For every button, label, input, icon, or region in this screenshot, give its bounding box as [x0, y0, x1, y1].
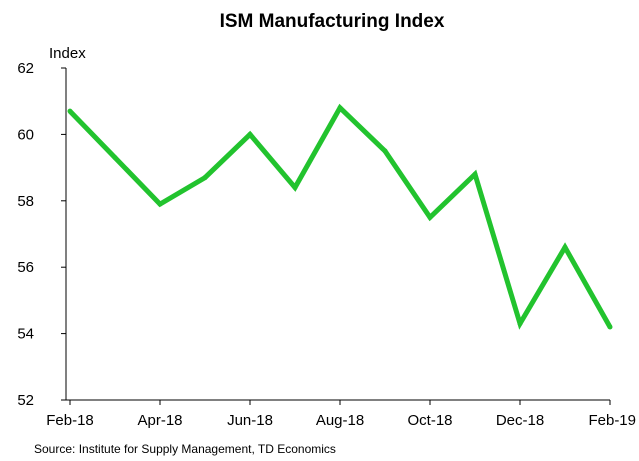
x-tick-label: Aug-18 [316, 412, 364, 429]
y-tick-label: 56 [17, 259, 34, 276]
data-point [607, 324, 613, 330]
data-point [112, 155, 118, 161]
x-axis-ticks: Feb-18 Apr-18 Jun-18 Aug-18 Oct-18 Dec-18 Feb-… [46, 400, 636, 429]
x-tick-label: Oct-18 [407, 412, 452, 429]
chart-title: ISM Manufacturing Index [220, 11, 445, 32]
y-tick-label: 62 [17, 60, 34, 77]
x-tick-label: Feb-19 [588, 412, 636, 429]
data-point [202, 175, 208, 181]
data-point [562, 244, 568, 250]
data-point [292, 185, 298, 191]
y-tick-label: 58 [17, 193, 34, 210]
y-axis-title: Index [49, 45, 86, 62]
x-tick-label: Jun-18 [227, 412, 273, 429]
series-layer [67, 103, 613, 330]
data-point [337, 105, 343, 111]
data-point [517, 321, 523, 327]
data-point [157, 201, 163, 207]
y-tick-label: 60 [17, 126, 34, 143]
x-tick-label: Feb-18 [46, 412, 94, 429]
data-point [247, 131, 253, 137]
y-axis-ticks: 52 54 56 58 60 62 [17, 60, 66, 409]
data-point [67, 108, 73, 114]
y-tick-label: 54 [17, 326, 34, 343]
series-line [68, 103, 613, 330]
data-point [382, 148, 388, 154]
source-note: Source: Institute for Supply Management,… [34, 442, 336, 456]
x-tick-label: Apr-18 [137, 412, 182, 429]
x-tick-label: Dec-18 [496, 412, 544, 429]
data-point [427, 214, 433, 220]
data-point [472, 171, 478, 177]
y-tick-label: 52 [17, 392, 34, 409]
